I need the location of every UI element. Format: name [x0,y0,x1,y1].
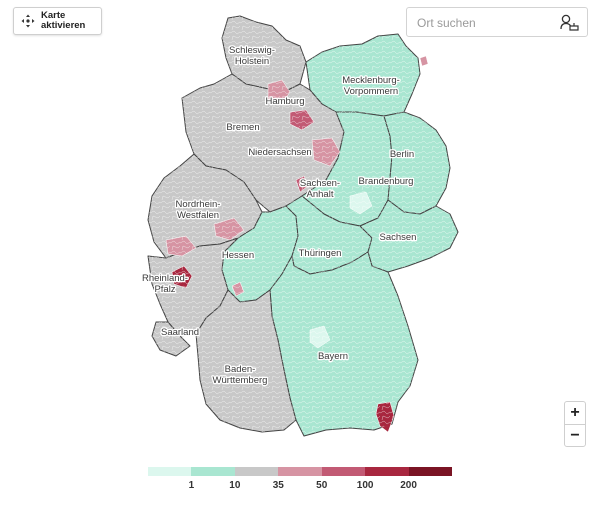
legend-tick: 10 [229,480,241,491]
legend-swatch [408,467,452,476]
district-texture [286,196,372,274]
district-texture [196,290,296,432]
district-texture [306,34,420,116]
state-label: Sachsen-Anhalt [300,178,340,200]
legend-ticks: 1 10 35 50 100 200 [148,480,452,494]
state-label: Brandenburg [359,176,414,187]
district-texture [148,154,262,258]
legend-tick: 100 [356,480,374,491]
district-texture [270,252,418,436]
activate-label-line1: Karte [41,10,66,21]
legend-tick: 200 [400,480,417,491]
state-label: Nordrhein-Westfalen [176,199,221,221]
state-label: Mecklenburg-Vorpommern [342,75,400,97]
state-label: Sachsen [380,232,417,243]
person-location-icon[interactable] [559,13,579,31]
zoom-in-button[interactable]: + [565,402,585,425]
state-label: Hamburg [265,96,304,107]
state-label: Baden-Württemberg [213,364,268,386]
legend-swatch [321,467,366,476]
state-label: Rheinland-Pfalz [142,273,188,295]
move-arrows-icon [21,14,35,28]
state-label: Thüringen [299,248,342,259]
legend-swatch [148,467,192,476]
district-texture [360,200,458,272]
district-texture [302,112,392,226]
legend-swatch [234,467,279,476]
state-label: Berlin [390,149,414,160]
district-texture [384,112,450,214]
location-search[interactable] [406,7,588,37]
activate-map-button[interactable]: Karte aktivieren [13,7,102,35]
legend-tick: 1 [188,480,195,491]
zoom-control[interactable]: + − [564,401,586,447]
district-texture [148,238,238,336]
zoom-out-button[interactable]: − [570,427,580,444]
search-input[interactable] [415,9,559,37]
color-legend: 1 10 35 50 100 200 [148,467,452,497]
district-texture [222,16,306,92]
legend-color-bar [148,467,452,476]
activate-label-line2: aktivieren [41,20,86,31]
legend-tick: 50 [316,480,328,491]
state-label: Hessen [222,250,254,261]
district-texture [152,322,190,356]
state-label: Saarland [161,327,199,338]
district-texture [182,74,344,212]
state-label: Schleswig-Holstein [229,45,275,67]
state-label: Bremen [226,122,259,133]
legend-swatch [191,467,235,476]
state-label: Bayern [318,351,348,362]
legend-swatch [365,467,409,476]
activate-label: Karte aktivieren [41,11,85,31]
legend-swatch [278,467,322,476]
legend-tick: 35 [272,480,284,491]
state-label: Niedersachsen [248,147,311,158]
district-highlight[interactable] [419,55,429,67]
